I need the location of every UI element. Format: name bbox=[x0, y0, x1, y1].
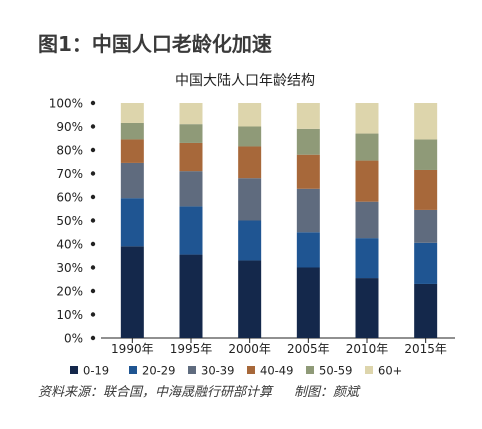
bar-segment bbox=[296, 232, 320, 268]
bar-segment bbox=[238, 146, 262, 179]
chart-axes: 0% 10% 20% 30% 40% 50% 60% 70% 80% 90% 100% 1990年 19… bbox=[49, 97, 455, 356]
bar-segment bbox=[238, 103, 262, 127]
legend-label: 50-59 bbox=[319, 364, 352, 378]
legend-swatch bbox=[129, 366, 137, 374]
bar-segment bbox=[120, 162, 144, 199]
bar-segment bbox=[120, 103, 144, 123]
bar-segment bbox=[238, 220, 262, 261]
y-tick-mark bbox=[90, 312, 96, 317]
bar-segment bbox=[238, 178, 262, 221]
y-tick-mark bbox=[90, 288, 96, 294]
bar-segment bbox=[179, 124, 203, 143]
y-tick-mark bbox=[90, 218, 96, 223]
y-tick-mark bbox=[90, 241, 96, 247]
bar-segment bbox=[120, 139, 144, 163]
y-tick-label: 100% bbox=[49, 97, 83, 111]
bar-segment bbox=[120, 122, 144, 140]
bar-segment bbox=[355, 160, 379, 202]
legend-swatch bbox=[306, 366, 314, 374]
bar-segment bbox=[414, 209, 438, 243]
legend-label: 20-29 bbox=[142, 364, 175, 378]
bar-segment bbox=[296, 188, 320, 233]
legend-label: 0-19 bbox=[83, 364, 109, 378]
y-tick-label: 80% bbox=[56, 144, 83, 158]
y-tick-mark bbox=[90, 124, 96, 129]
y-tick-label: 10% bbox=[56, 308, 83, 322]
legend-swatch bbox=[247, 366, 255, 374]
bar-segment bbox=[238, 260, 262, 338]
y-tick-label: 70% bbox=[56, 167, 83, 181]
x-tick-label: 1995年 bbox=[170, 342, 213, 356]
y-tick-mark bbox=[90, 194, 96, 200]
y-tick-label: 60% bbox=[56, 191, 83, 205]
bar-segment bbox=[120, 246, 144, 338]
bar-segment bbox=[414, 283, 438, 338]
y-tick-mark bbox=[90, 335, 96, 341]
y-tick-label: 30% bbox=[56, 261, 83, 275]
legend-label: 60+ bbox=[378, 364, 402, 378]
bar-segment bbox=[296, 154, 320, 189]
bar-segment bbox=[296, 128, 320, 155]
legend-swatch bbox=[365, 366, 373, 374]
y-tick-label: 90% bbox=[56, 120, 83, 134]
bar-segment bbox=[120, 198, 144, 247]
chart-legend: 0-19 20-29 30-39 40-49 50-59 60+ bbox=[70, 364, 402, 378]
y-tick-label: 50% bbox=[56, 214, 83, 228]
bar-segment bbox=[179, 103, 203, 125]
bar-segment bbox=[296, 103, 320, 129]
x-tick-label: 2015年 bbox=[404, 342, 447, 356]
bar-segment bbox=[355, 103, 379, 134]
bar-segment bbox=[179, 171, 203, 207]
bar-segment bbox=[414, 169, 438, 210]
legend-swatch bbox=[188, 366, 196, 374]
y-tick-mark bbox=[90, 171, 96, 176]
y-tick-mark bbox=[90, 147, 96, 153]
bar-segment bbox=[355, 238, 379, 279]
y-tick-mark bbox=[90, 100, 96, 106]
bar-segment bbox=[414, 242, 438, 284]
y-tick-label: 0% bbox=[64, 332, 83, 346]
source-note: 资料来源：联合国，中海晟融行研部计算 制图：颜斌 bbox=[38, 381, 359, 400]
x-tick-label: 2000年 bbox=[228, 342, 271, 356]
chart-title: 中国大陆人口年龄结构 bbox=[175, 73, 315, 89]
maker-text: 制图：颜斌 bbox=[294, 385, 360, 400]
x-tick-label: 2005年 bbox=[287, 342, 330, 356]
bar-segment bbox=[355, 201, 379, 239]
bar-segment bbox=[179, 142, 203, 172]
bar-segment bbox=[355, 278, 379, 338]
figure-title: 图1：中国人口老龄化加速 bbox=[38, 32, 272, 56]
legend-label: 30-39 bbox=[201, 364, 234, 378]
legend-label: 40-49 bbox=[260, 364, 293, 378]
chart-bars bbox=[120, 103, 438, 338]
bar-segment bbox=[296, 267, 320, 338]
x-tick-label: 1990年 bbox=[111, 342, 154, 356]
y-tick-mark bbox=[90, 265, 96, 270]
bar-segment bbox=[179, 254, 203, 338]
bar-segment bbox=[414, 139, 438, 170]
bar-segment bbox=[414, 103, 438, 140]
bar-segment bbox=[355, 133, 379, 161]
source-text: 资料来源：联合国，中海晟融行研部计算 bbox=[38, 385, 273, 400]
legend-swatch bbox=[70, 366, 78, 374]
y-tick-label: 40% bbox=[56, 238, 83, 252]
bar-segment bbox=[238, 126, 262, 147]
x-tick-label: 2010年 bbox=[346, 342, 389, 356]
bar-segment bbox=[179, 206, 203, 255]
y-tick-label: 20% bbox=[56, 285, 83, 299]
